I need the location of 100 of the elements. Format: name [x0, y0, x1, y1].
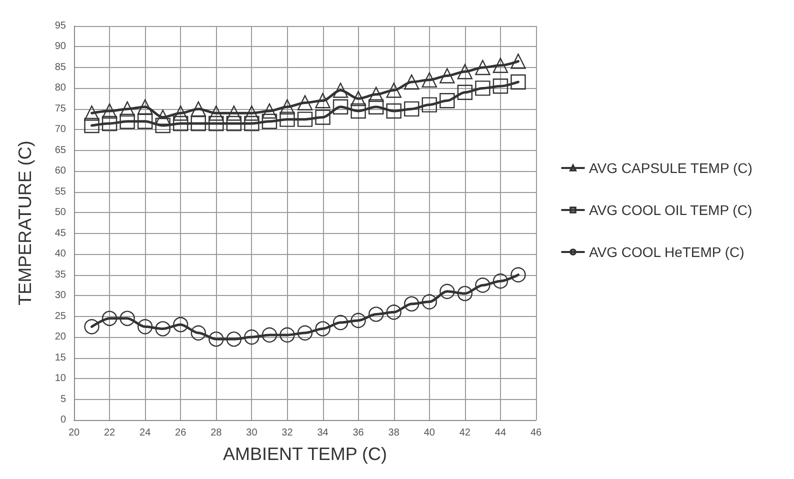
- point: [190, 101, 206, 117]
- x-tick-label: 28: [210, 428, 222, 438]
- point: [102, 310, 118, 326]
- x-tick-label: 34: [317, 428, 329, 438]
- point: [120, 101, 135, 117]
- y-tick-label: 15: [54, 352, 66, 364]
- point: [368, 99, 384, 114]
- point: [510, 54, 526, 69]
- y-tick-label: 10: [54, 373, 66, 384]
- point: [475, 278, 490, 293]
- point: [492, 78, 508, 94]
- y-tick-label: 60: [54, 166, 66, 177]
- point: [137, 319, 153, 334]
- point: [492, 58, 508, 73]
- point: [173, 116, 188, 132]
- x-tick-label: 32: [282, 428, 294, 438]
- y-tick-label: 85: [54, 62, 66, 73]
- point: [297, 325, 313, 340]
- x-tick-label: 46: [530, 428, 542, 438]
- point: [422, 72, 437, 88]
- y-tick-label: 55: [54, 186, 66, 198]
- point: [368, 86, 384, 102]
- y-tick-label: 80: [54, 82, 66, 94]
- point: [208, 332, 224, 347]
- point: [84, 105, 100, 121]
- point: [137, 99, 153, 114]
- y-tick-label: 45: [54, 228, 66, 239]
- y-tick-label: 70: [54, 124, 66, 136]
- point: [332, 82, 348, 98]
- point: [226, 116, 242, 132]
- point: [457, 286, 473, 302]
- x-tick-label: 42: [459, 428, 471, 438]
- point: [244, 116, 260, 132]
- y-tick-label: 90: [54, 41, 66, 52]
- y-tick-label: 65: [54, 144, 66, 156]
- point: [208, 116, 224, 132]
- x-tick-label: 44: [494, 428, 506, 438]
- x-tick-label: 40: [424, 428, 436, 438]
- legend-label: AVG COOL OIL TEMP (C): [589, 202, 752, 218]
- legend-label: AVG COOL HeTEMP (C): [589, 244, 744, 260]
- x-tick-label: 38: [388, 428, 400, 438]
- y-tick-label: 50: [54, 207, 66, 218]
- point: [332, 314, 348, 330]
- point: [440, 284, 455, 300]
- x-tick-label: 30: [246, 428, 258, 438]
- point: [475, 80, 490, 96]
- point: [440, 68, 455, 84]
- point: [280, 327, 295, 343]
- x-tick-label: 24: [140, 428, 152, 438]
- y-tick-label: 40: [54, 248, 66, 260]
- y-tick-label: 95: [54, 20, 66, 32]
- point: [262, 114, 278, 129]
- point: [155, 321, 170, 336]
- point: [208, 105, 224, 121]
- x-axis-title: AMBIENT TEMP (C): [222, 444, 388, 464]
- point: [332, 99, 348, 114]
- point: [510, 267, 526, 282]
- point: [102, 103, 118, 119]
- point: [297, 95, 313, 110]
- point: [350, 90, 366, 106]
- point: [262, 327, 278, 343]
- point: [155, 118, 170, 134]
- point: [244, 329, 260, 345]
- point: [386, 82, 402, 98]
- y-tick-label: 0: [60, 414, 66, 426]
- point: [226, 105, 242, 121]
- point: [404, 101, 420, 117]
- point: [492, 273, 508, 289]
- y-axis-title: TEMPERATURE (C): [15, 140, 35, 306]
- point: [137, 114, 153, 129]
- y-tick-label: 30: [54, 290, 66, 302]
- point: [190, 325, 206, 340]
- y-tick-label: 20: [54, 332, 66, 343]
- x-tick-label: 22: [104, 428, 116, 438]
- point: [297, 112, 313, 127]
- point: [280, 112, 295, 127]
- point: [315, 321, 330, 336]
- point: [350, 103, 366, 119]
- point: [84, 319, 100, 334]
- point: [315, 93, 330, 108]
- point: [190, 116, 206, 132]
- point: [280, 99, 295, 114]
- point: [510, 74, 526, 90]
- point: [84, 118, 100, 134]
- point: [404, 296, 420, 312]
- y-tick-label: 5: [60, 394, 66, 405]
- point: [440, 93, 455, 108]
- x-tick-label: 20: [68, 428, 80, 438]
- point: [368, 306, 384, 322]
- point: [386, 103, 402, 119]
- point: [173, 317, 188, 332]
- y-tick-label: 75: [54, 103, 66, 114]
- point: [226, 332, 242, 347]
- point: [457, 84, 473, 100]
- legend-label: AVG CAPSULE TEMP (C): [589, 160, 752, 176]
- point: [457, 64, 473, 80]
- point: [102, 116, 118, 132]
- point: [422, 97, 437, 112]
- point: [120, 310, 135, 326]
- y-tick-label: 35: [54, 269, 66, 280]
